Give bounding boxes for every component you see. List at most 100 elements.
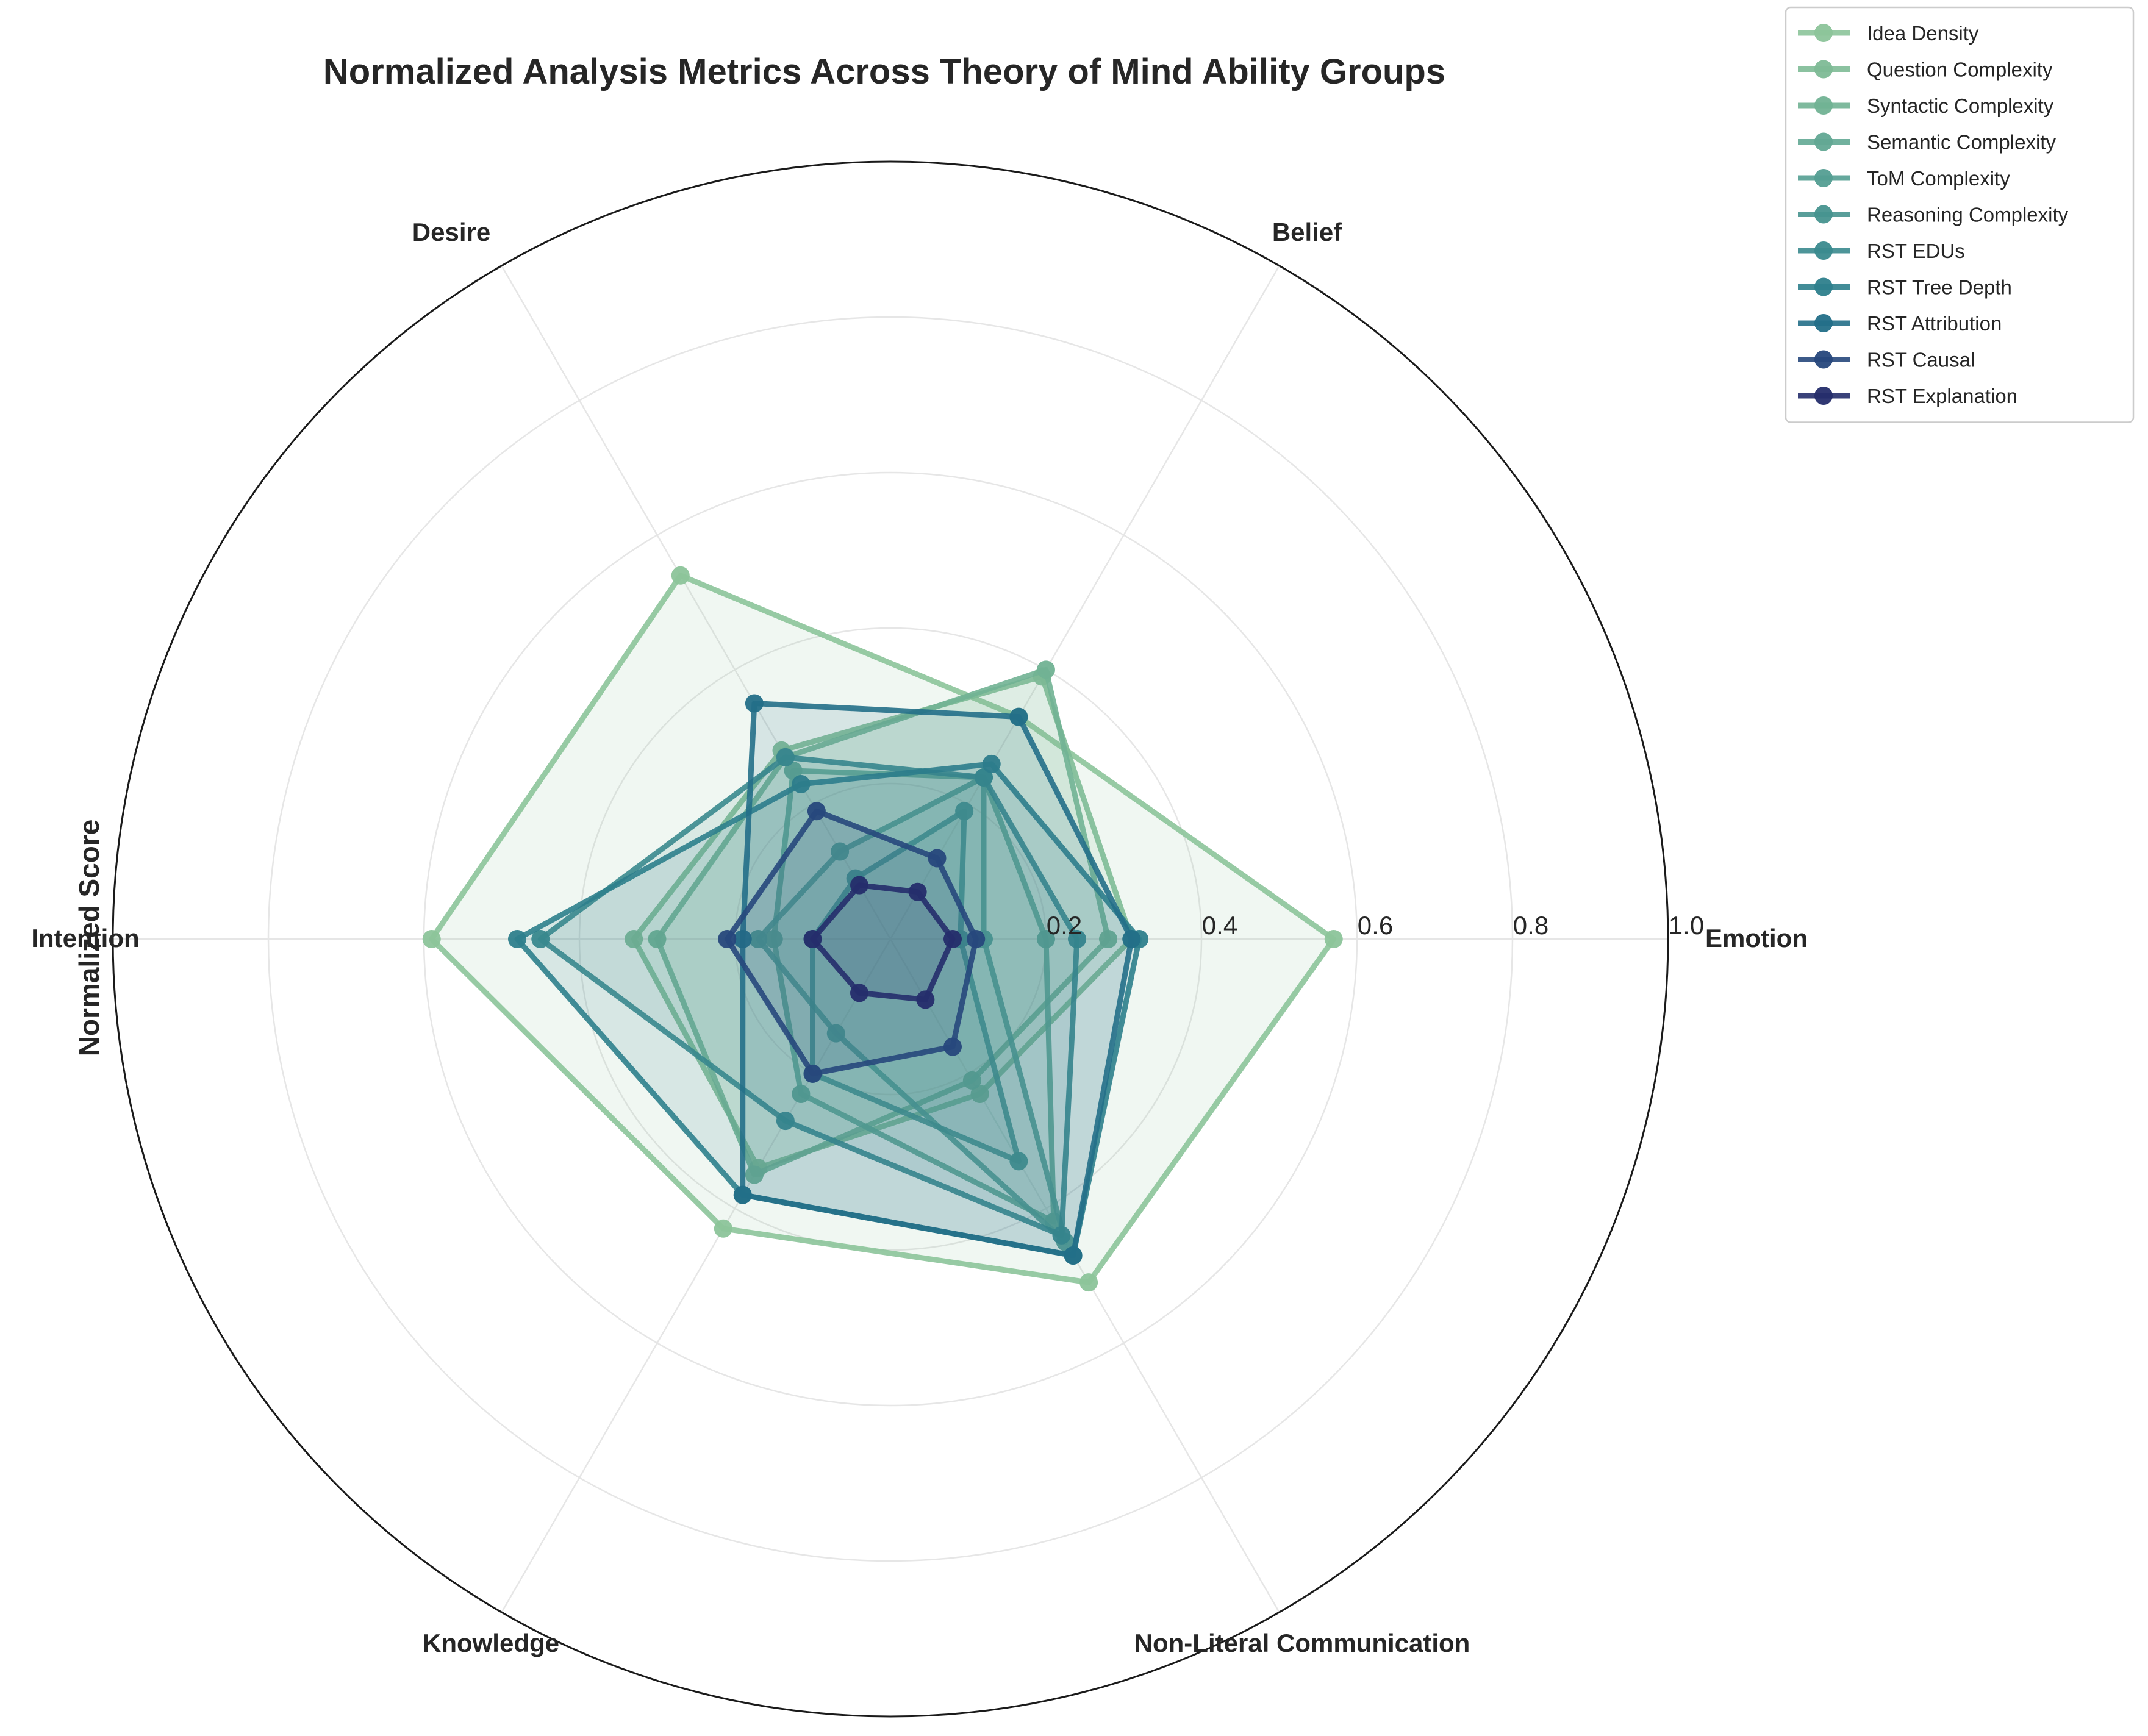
- data-point: [982, 754, 1001, 773]
- legend-label: Idea Density: [1867, 22, 1979, 45]
- data-point: [1068, 930, 1086, 948]
- series-group: [718, 802, 986, 1083]
- legend-marker: [1814, 205, 1833, 224]
- data-point: [764, 930, 783, 948]
- chart-title: Normalized Analysis Metrics Across Theor…: [323, 52, 1445, 91]
- series-layer: [422, 566, 1343, 1292]
- data-point: [1009, 1152, 1028, 1171]
- series-group: [531, 748, 1086, 1245]
- data-point: [1079, 1273, 1098, 1292]
- y-axis-label: Normalized Score: [73, 820, 105, 1057]
- legend: Idea Density Question Complexity Syntactic…: [1785, 6, 2135, 423]
- legend-label: RST Explanation: [1867, 385, 2017, 407]
- legend-marker: [1814, 96, 1833, 115]
- data-point: [733, 1185, 752, 1204]
- data-point: [784, 761, 803, 780]
- r-tick-label: 0.2: [1047, 911, 1082, 940]
- data-point: [792, 1084, 811, 1103]
- data-point: [1122, 930, 1141, 948]
- data-point: [745, 694, 764, 713]
- legend-box: [1785, 6, 2135, 423]
- legend-label: RST EDUs: [1867, 240, 1965, 262]
- category-label: Belief: [1272, 218, 1342, 246]
- data-point: [928, 849, 947, 868]
- data-point: [943, 1037, 962, 1056]
- data-point: [776, 748, 795, 766]
- r-tick-label: 1.0: [1669, 911, 1704, 940]
- category-label: Knowledge: [423, 1629, 559, 1657]
- legend-label: ToM Complexity: [1867, 167, 2010, 190]
- series-group: [803, 876, 962, 1009]
- category-label: Non-Literal Communication: [1134, 1629, 1470, 1657]
- legend-label: RST Attribution: [1867, 312, 2002, 335]
- r-tick-label: 0.8: [1513, 911, 1548, 940]
- category-label: Emotion: [1705, 924, 1808, 952]
- data-point: [908, 882, 927, 901]
- data-point: [776, 1112, 795, 1131]
- data-point: [803, 930, 822, 948]
- legend-marker: [1814, 387, 1833, 405]
- data-point: [803, 1064, 822, 1083]
- data-point: [1037, 930, 1055, 948]
- data-point: [970, 1084, 989, 1103]
- legend-label: Semantic Complexity: [1867, 131, 2056, 154]
- legend-marker: [1814, 350, 1833, 369]
- data-point: [1324, 930, 1343, 948]
- data-point: [1052, 1226, 1071, 1245]
- data-point: [733, 930, 752, 948]
- series-fill: [727, 811, 976, 1074]
- outer-frame: [112, 160, 1669, 1718]
- series-fill: [812, 885, 953, 1000]
- data-point: [1009, 707, 1028, 726]
- legend-marker: [1814, 314, 1833, 332]
- data-point: [962, 1071, 981, 1090]
- category-label: Intention: [31, 924, 139, 952]
- category-label: Desire: [412, 218, 490, 246]
- series-fill: [758, 777, 1065, 1242]
- data-point: [975, 768, 993, 787]
- r-tick-label: 0.4: [1202, 911, 1237, 940]
- data-point: [850, 984, 868, 1002]
- legend-label: RST Tree Depth: [1867, 276, 2012, 299]
- data-point: [422, 930, 441, 948]
- data-point: [1099, 930, 1117, 948]
- data-point: [714, 1219, 732, 1238]
- legend-marker: [1814, 132, 1833, 151]
- data-point: [831, 842, 850, 861]
- r-tick-label: 0.6: [1358, 911, 1393, 940]
- data-point: [943, 930, 962, 948]
- data-point: [850, 876, 868, 895]
- legend-marker: [1814, 241, 1833, 260]
- data-point: [967, 930, 986, 948]
- data-point: [671, 566, 690, 585]
- data-point: [1064, 1246, 1083, 1265]
- data-point: [745, 1165, 764, 1184]
- series-fill: [517, 763, 1139, 1256]
- legend-label: Question Complexity: [1867, 59, 2053, 81]
- spoke-gridline: [889, 265, 1280, 940]
- data-point: [955, 802, 974, 821]
- data-point: [916, 990, 935, 1009]
- data-point: [508, 930, 526, 948]
- legend-marker: [1814, 277, 1833, 296]
- legend-marker: [1814, 24, 1833, 42]
- data-point: [648, 930, 667, 948]
- series-fill: [540, 757, 1077, 1235]
- legend-marker: [1814, 169, 1833, 187]
- spoke-gridline: [501, 265, 892, 940]
- data-point: [792, 775, 811, 794]
- legend-label: Reasoning Complexity: [1867, 204, 2069, 226]
- data-point: [826, 1024, 845, 1043]
- series-fill: [812, 811, 1019, 1162]
- data-point: [625, 930, 643, 948]
- series-fill: [431, 575, 1334, 1283]
- data-point: [718, 930, 737, 948]
- data-point: [1037, 660, 1055, 679]
- spoke-gridline: [501, 938, 892, 1613]
- axis-labels: 0.2 0.4 0.6 0.8 1.0 Emotion Belief Desire Intent…: [31, 218, 1808, 1657]
- legend-marker: [1814, 60, 1833, 79]
- data-point: [531, 930, 550, 948]
- legend-label: RST Causal: [1867, 349, 1975, 371]
- legend-label: Syntactic Complexity: [1867, 95, 2054, 117]
